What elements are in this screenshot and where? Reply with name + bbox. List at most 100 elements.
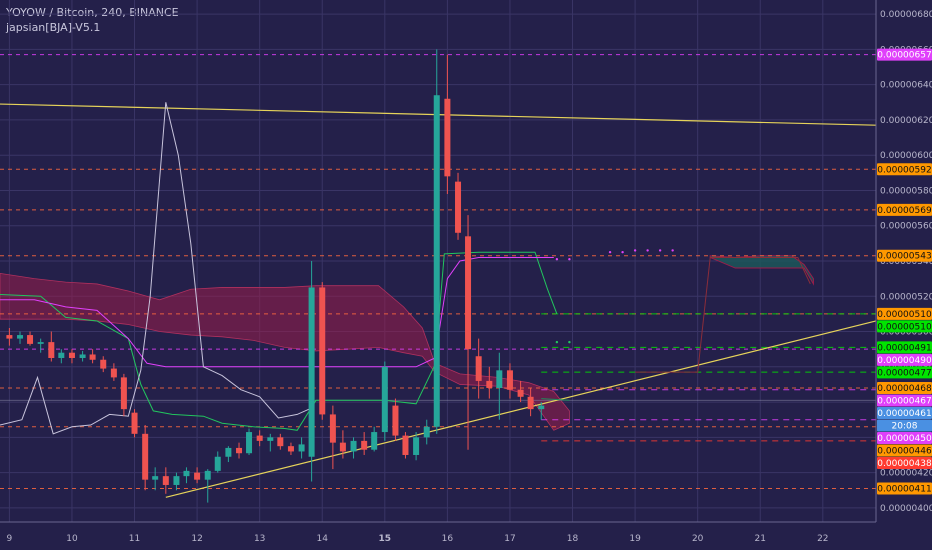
candle-body	[214, 456, 221, 471]
candle-body	[413, 437, 420, 455]
y-tick-label: 0.00000540	[880, 257, 932, 267]
price-tag-label: 0.00000450	[877, 434, 932, 444]
dot-marker	[608, 250, 612, 254]
trendline	[165, 320, 877, 498]
y-tick-label: 0.00000500	[880, 328, 932, 338]
candle-body	[68, 352, 75, 358]
y-tick-label: 0.00000420	[880, 469, 932, 479]
candle-body	[475, 356, 482, 381]
candle-body	[308, 287, 315, 457]
dot-marker	[646, 249, 649, 252]
candle-body	[37, 342, 44, 344]
x-tick-label: 21	[755, 534, 766, 544]
candle-body	[444, 98, 451, 177]
price-tag-bg	[877, 406, 932, 419]
price-tag-bg	[877, 482, 932, 495]
price-tag-label: 0.00000569	[877, 206, 932, 216]
price-tag-bg	[877, 394, 932, 407]
candle-body	[162, 476, 169, 485]
dot-marker	[555, 258, 559, 261]
indicator-line	[0, 102, 314, 435]
candle-body	[204, 470, 211, 480]
candle-body	[79, 354, 86, 358]
y-tick-label: 0.00000680	[880, 10, 932, 20]
candle-body	[89, 354, 96, 360]
dot-marker	[568, 258, 571, 261]
candle-body	[538, 405, 545, 410]
candle-body	[423, 426, 430, 438]
candle-body	[17, 335, 24, 339]
y-tick-label: 0.00000600	[880, 151, 932, 161]
price-tag-bg	[877, 456, 932, 469]
price-tag-bg	[877, 419, 932, 432]
candle-body	[506, 370, 513, 390]
future-cloud-area	[709, 255, 814, 286]
price-tag-bg	[877, 341, 932, 354]
candle-body	[329, 414, 336, 443]
price-tag-label: 0.00000446	[877, 446, 932, 456]
price-tag-bg	[877, 320, 932, 333]
dot-marker	[621, 250, 624, 254]
candle-body	[6, 335, 13, 339]
x-tick-label: 20	[692, 534, 704, 544]
indicator-line	[635, 257, 811, 373]
candles	[6, 49, 545, 503]
time-axis-bg	[0, 522, 932, 550]
y-tick-label: 0.00000520	[880, 292, 932, 302]
x-tick-label: 10	[66, 534, 78, 544]
indicator-line	[541, 398, 570, 401]
price-tag-label: 0.00000510	[877, 322, 932, 332]
candle-body	[120, 377, 127, 410]
cloud-area	[0, 272, 570, 431]
y-tick-label: 0.00000640	[880, 81, 932, 91]
x-tick-label: 18	[567, 534, 579, 544]
candle-body	[48, 342, 55, 358]
indicator-line	[0, 251, 558, 431]
candle-body	[267, 437, 274, 441]
price-tag-bg	[877, 444, 932, 457]
candle-body	[339, 442, 346, 452]
candle-body	[392, 405, 399, 436]
x-tick-label: 15	[379, 534, 392, 544]
indicator-line	[0, 257, 554, 368]
candle-body	[350, 440, 357, 452]
price-tag-label: 0.00000657	[877, 51, 931, 61]
price-tag-label: 0.00000490	[877, 356, 932, 366]
price-tag-label: 0.00000468	[877, 384, 932, 394]
candle-body	[402, 435, 409, 455]
candle-body	[131, 412, 138, 434]
candle-body	[236, 447, 243, 454]
candle-body	[194, 472, 201, 480]
candle-body	[319, 287, 326, 415]
candle-body	[58, 352, 65, 358]
horizontal-levels	[0, 54, 876, 489]
price-tag-bg	[877, 366, 932, 379]
y-tick-label: 0.00000560	[880, 222, 932, 232]
dot-marker	[633, 249, 637, 252]
x-tick-label: 13	[254, 534, 265, 544]
price-tag-label: 0.00000491	[877, 343, 931, 353]
x-tick-label: 22	[817, 534, 828, 544]
price-tag-label: 0.00000543	[877, 252, 931, 262]
price-tags: 0.00000657 0.00000592 0.00000569 0.00000543…	[877, 48, 932, 495]
price-tag-label: 20:08	[892, 421, 918, 431]
candle-body	[527, 396, 534, 410]
candle-body	[433, 95, 440, 427]
x-tick-label: 14	[317, 534, 329, 544]
x-tick-label: 19	[629, 534, 641, 544]
candle-body	[455, 181, 462, 233]
candle-body	[371, 432, 378, 450]
price-tag-bg	[877, 353, 932, 366]
y-tick-label: 0.00000580	[880, 186, 932, 196]
price-tag-label: 0.00000477	[877, 368, 931, 378]
price-tag-bg	[877, 48, 932, 61]
candle-body	[183, 470, 190, 477]
candle-body	[496, 370, 503, 388]
price-tag-label: 0.00000411	[877, 484, 931, 494]
candle-body	[298, 444, 305, 452]
candle-body	[381, 366, 388, 433]
y-tick-label: 0.00000400	[880, 504, 932, 514]
x-tick-label: 12	[191, 534, 202, 544]
x-tick-label: 16	[442, 534, 454, 544]
